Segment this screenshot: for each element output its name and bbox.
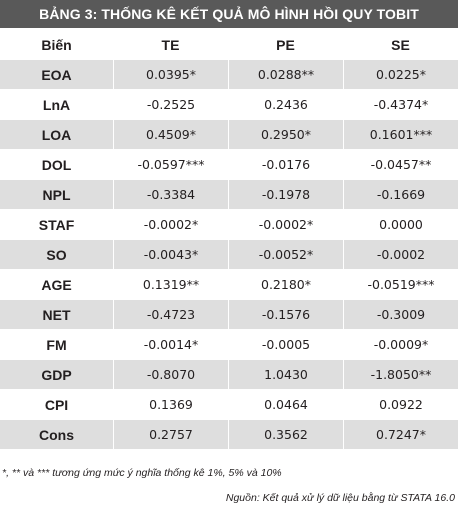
row-variable: LOA (0, 120, 113, 150)
cell-se: 0.0225* (343, 60, 458, 90)
row-variable: DOL (0, 150, 113, 180)
cell-pe: -0.1978 (228, 180, 343, 210)
cell-pe: 0.3562 (228, 420, 343, 450)
cell-pe: -0.1576 (228, 300, 343, 330)
cell-se: 0.0922 (343, 390, 458, 420)
table-row-so: SO -0.0043* -0.0052* -0.0002 (0, 240, 458, 270)
row-variable: GDP (0, 360, 113, 390)
table-row-staf: STAF -0.0002* -0.0002* 0.0000 (0, 210, 458, 240)
header-te: TE (113, 30, 228, 60)
table-header-row: Biến TE PE SE (0, 30, 458, 60)
table-row-net: NET -0.4723 -0.1576 -0.3009 (0, 300, 458, 330)
row-variable: Cons (0, 420, 113, 450)
cell-te: -0.0014* (113, 330, 228, 360)
cell-pe: -0.0052* (228, 240, 343, 270)
row-variable: STAF (0, 210, 113, 240)
cell-pe: 1.0430 (228, 360, 343, 390)
cell-te: 0.1319** (113, 270, 228, 300)
row-variable: FM (0, 330, 113, 360)
regression-results-table: Biến TE PE SE EOA 0.0395* 0.0288** 0.022… (0, 30, 458, 450)
source-note: Nguồn: Kết quả xử lý dữ liệu bằng từ STA… (225, 492, 455, 504)
table-row-age: AGE 0.1319** 0.2180* -0.0519*** (0, 270, 458, 300)
cell-te: -0.3384 (113, 180, 228, 210)
cell-te: -0.0043* (113, 240, 228, 270)
table-row-dol: DOL -0.0597*** -0.0176 -0.0457** (0, 150, 458, 180)
header-pe: PE (228, 30, 343, 60)
cell-se: -0.0002 (343, 240, 458, 270)
row-variable: CPI (0, 390, 113, 420)
cell-te: -0.0597*** (113, 150, 228, 180)
cell-se: -0.0519*** (343, 270, 458, 300)
cell-te: -0.2525 (113, 90, 228, 120)
cell-se: -0.4374* (343, 90, 458, 120)
cell-te: 0.1369 (113, 390, 228, 420)
cell-se: 0.7247* (343, 420, 458, 450)
row-variable: LnA (0, 90, 113, 120)
row-variable: NET (0, 300, 113, 330)
cell-se: -1.8050** (343, 360, 458, 390)
cell-se: -0.0009* (343, 330, 458, 360)
table-row-lna: LnA -0.2525 0.2436 -0.4374* (0, 90, 458, 120)
cell-pe: 0.0288** (228, 60, 343, 90)
significance-footnote: *, ** và *** tương ứng mức ý nghĩa thống… (2, 467, 282, 479)
table-row-gdp: GDP -0.8070 1.0430 -1.8050** (0, 360, 458, 390)
cell-te: -0.8070 (113, 360, 228, 390)
cell-pe: -0.0176 (228, 150, 343, 180)
cell-te: -0.0002* (113, 210, 228, 240)
table-row-cpi: CPI 0.1369 0.0464 0.0922 (0, 390, 458, 420)
row-variable: SO (0, 240, 113, 270)
table-row-loa: LOA 0.4509* 0.2950* 0.1601*** (0, 120, 458, 150)
cell-te: 0.4509* (113, 120, 228, 150)
cell-se: 0.1601*** (343, 120, 458, 150)
row-variable: EOA (0, 60, 113, 90)
table-title: BẢNG 3: THỐNG KÊ KẾT QUẢ MÔ HÌNH HỒI QUY… (0, 0, 458, 28)
cell-se: 0.0000 (343, 210, 458, 240)
table-row-eoa: EOA 0.0395* 0.0288** 0.0225* (0, 60, 458, 90)
cell-te: 0.0395* (113, 60, 228, 90)
header-variable: Biến (0, 30, 113, 60)
cell-pe: 0.0464 (228, 390, 343, 420)
cell-se: -0.1669 (343, 180, 458, 210)
cell-pe: 0.2950* (228, 120, 343, 150)
table-row-npl: NPL -0.3384 -0.1978 -0.1669 (0, 180, 458, 210)
cell-te: -0.4723 (113, 300, 228, 330)
cell-se: -0.0457** (343, 150, 458, 180)
cell-pe: -0.0005 (228, 330, 343, 360)
cell-te: 0.2757 (113, 420, 228, 450)
header-se: SE (343, 30, 458, 60)
cell-pe: -0.0002* (228, 210, 343, 240)
table-row-fm: FM -0.0014* -0.0005 -0.0009* (0, 330, 458, 360)
row-variable: NPL (0, 180, 113, 210)
cell-se: -0.3009 (343, 300, 458, 330)
row-variable: AGE (0, 270, 113, 300)
cell-pe: 0.2180* (228, 270, 343, 300)
cell-pe: 0.2436 (228, 90, 343, 120)
table-row-cons: Cons 0.2757 0.3562 0.7247* (0, 420, 458, 450)
